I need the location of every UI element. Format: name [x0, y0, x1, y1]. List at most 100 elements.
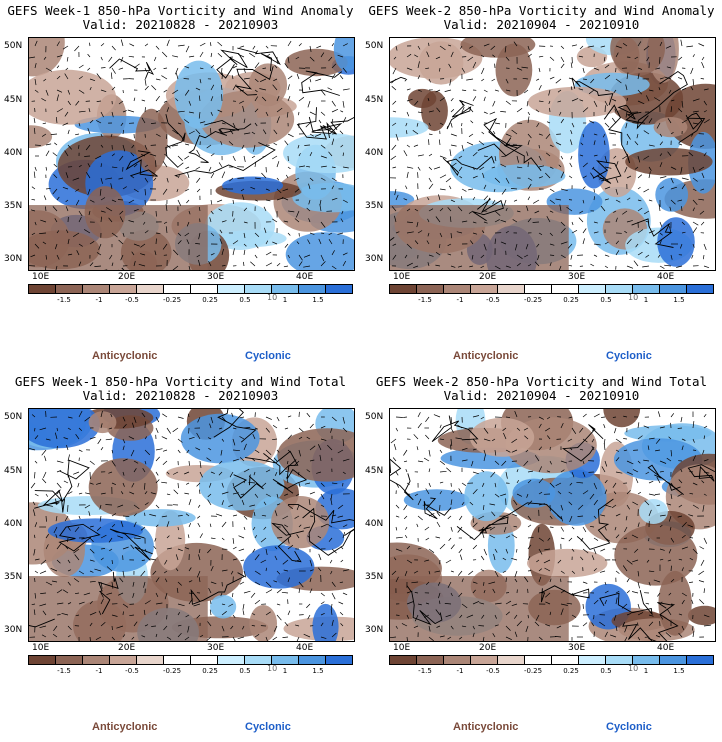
colorbar: [389, 284, 714, 294]
colorbar-unit: 10: [267, 664, 278, 673]
colorbar-label: 0.25: [202, 296, 218, 304]
colorbar-swatch: [417, 656, 444, 664]
anticyclonic-label: Anticyclonic: [92, 721, 158, 733]
lon-label: 30E: [207, 643, 225, 653]
colorbar-swatch: [83, 656, 110, 664]
vorticity-map: [389, 37, 716, 271]
vorticity-map: [389, 408, 716, 642]
colorbar-label: 1.5: [312, 667, 324, 675]
panel-week2-anomaly: GEFS Week-2 850-hPa Vorticity and Wind A…: [361, 0, 722, 371]
vorticity-field: [29, 38, 354, 270]
lon-label: 20E: [479, 272, 497, 282]
colorbar-label: -1: [456, 296, 464, 304]
colorbar: [389, 655, 714, 665]
colorbar-label: -0.25: [162, 667, 182, 675]
lat-label: 50N: [4, 41, 23, 51]
colorbar-label: -0.5: [486, 667, 500, 675]
lon-label: 20E: [479, 643, 497, 653]
colorbar-label: 0.25: [202, 667, 218, 675]
colorbar-swatch: [137, 285, 164, 293]
colorbar-label: -1.5: [57, 296, 71, 304]
colorbar-swatch: [471, 285, 498, 293]
colorbar-swatch: [29, 285, 56, 293]
colorbar-swatch: [390, 656, 417, 664]
colorbar-swatch: [552, 285, 579, 293]
colorbar-swatch: [471, 656, 498, 664]
panel-week1-total: GEFS Week-1 850-hPa Vorticity and Wind T…: [0, 371, 361, 742]
colorbar-unit: 10: [628, 664, 639, 673]
colorbar-swatch: [191, 656, 218, 664]
anticyclonic-label: Anticyclonic: [453, 350, 519, 362]
colorbar-swatch: [390, 285, 417, 293]
lon-label: 40E: [296, 643, 314, 653]
colorbar-label: 0.25: [563, 296, 579, 304]
colorbar-swatch: [83, 285, 110, 293]
vorticity-field: [390, 409, 715, 641]
colorbar-label: -0.25: [523, 667, 543, 675]
colorbar-swatch: [633, 656, 660, 664]
lon-label: 30E: [207, 272, 225, 282]
anticyclonic-label: Anticyclonic: [453, 721, 519, 733]
colorbar-label: -0.25: [523, 296, 543, 304]
colorbar-label: 0.5: [600, 296, 612, 304]
panel-title: GEFS Week-2 850-hPa Vorticity and Wind T…: [375, 374, 708, 389]
colorbar-label: -0.5: [486, 296, 500, 304]
colorbar-label: -1.5: [57, 667, 71, 675]
lat-label: 35N: [365, 201, 384, 211]
lat-label: 50N: [4, 412, 23, 422]
vorticity-field: [29, 409, 354, 641]
lat-label: 35N: [4, 572, 23, 582]
lon-label: 40E: [296, 272, 314, 282]
colorbar-swatch: [272, 285, 299, 293]
colorbar-swatch: [29, 656, 56, 664]
lon-label: 20E: [118, 272, 136, 282]
colorbar: [28, 284, 353, 294]
vorticity-field: [390, 38, 715, 270]
colorbar-label: -1: [95, 667, 103, 675]
anticyclonic-label: Anticyclonic: [92, 350, 158, 362]
lon-label: 10E: [32, 272, 50, 282]
colorbar-label: -1.5: [418, 296, 432, 304]
lon-label: 30E: [568, 643, 586, 653]
lat-label: 45N: [365, 95, 384, 105]
lat-label: 30N: [4, 625, 23, 635]
lat-label: 45N: [4, 95, 23, 105]
colorbar-label: 1: [643, 296, 649, 304]
panel-valid-dates: Valid: 20210904 - 20210910: [443, 388, 640, 403]
colorbar-label: -0.5: [125, 667, 139, 675]
lon-label: 40E: [657, 643, 675, 653]
colorbar-swatch: [245, 656, 272, 664]
colorbar-label: 0.5: [239, 667, 251, 675]
panel-valid-dates: Valid: 20210828 - 20210903: [82, 388, 279, 403]
colorbar-swatch: [272, 656, 299, 664]
colorbar-swatch: [498, 656, 525, 664]
colorbar-swatch: [606, 285, 633, 293]
colorbar-label: 0.5: [600, 667, 612, 675]
vorticity-map: [28, 408, 355, 642]
cyclonic-label: Cyclonic: [606, 350, 652, 362]
lat-label: 50N: [365, 412, 384, 422]
colorbar-label: -0.25: [162, 296, 182, 304]
colorbar-swatch: [326, 656, 352, 664]
lon-label: 40E: [657, 272, 675, 282]
colorbar-label: 1: [643, 667, 649, 675]
lat-label: 40N: [365, 148, 384, 158]
colorbar-swatch: [687, 285, 713, 293]
colorbar-unit: 10: [628, 293, 639, 302]
colorbar-swatch: [56, 656, 83, 664]
colorbar-swatch: [137, 656, 164, 664]
colorbar-label: -1: [456, 667, 464, 675]
colorbar-swatch: [417, 285, 444, 293]
lon-label: 30E: [568, 272, 586, 282]
panel-valid-dates: Valid: 20210828 - 20210903: [82, 17, 279, 32]
lat-label: 45N: [4, 466, 23, 476]
lat-label: 30N: [4, 254, 23, 264]
colorbar-swatch: [299, 285, 326, 293]
panel-week1-anomaly: GEFS Week-1 850-hPa Vorticity and Wind A…: [0, 0, 361, 371]
colorbar-swatch: [660, 285, 687, 293]
colorbar-label: 1.5: [312, 296, 324, 304]
colorbar-swatch: [444, 285, 471, 293]
lat-label: 45N: [365, 466, 384, 476]
colorbar-label: 1.5: [673, 667, 685, 675]
colorbar-swatch: [218, 285, 245, 293]
